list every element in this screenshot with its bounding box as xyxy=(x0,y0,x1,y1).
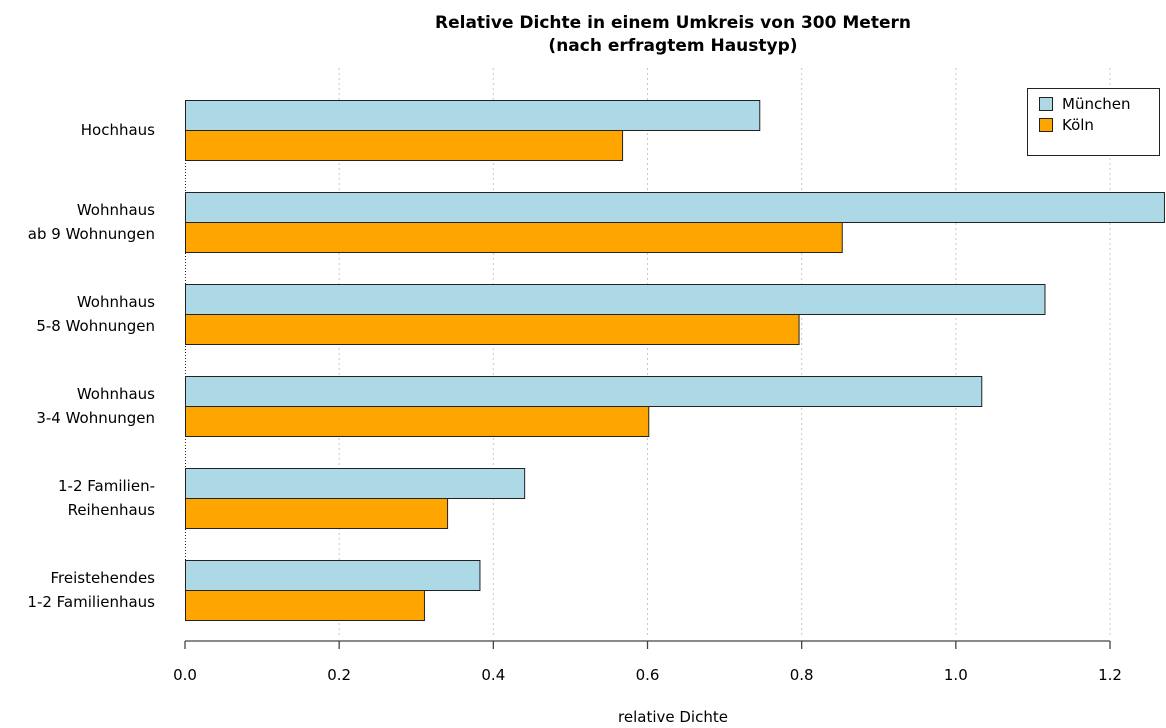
bar-muenchen xyxy=(185,560,481,591)
chart-title-line-1: Relative Dichte in einem Umkreis von 300… xyxy=(435,13,911,33)
x-tick-label: 0.8 xyxy=(790,666,814,684)
bar-koeln xyxy=(185,222,843,253)
x-tick-label: 1.0 xyxy=(944,666,968,684)
x-tick-label: 0.0 xyxy=(173,666,197,684)
legend-swatch xyxy=(1039,118,1053,132)
legend: München Köln xyxy=(1027,88,1160,156)
bars xyxy=(185,100,1165,621)
legend-label: Köln xyxy=(1062,116,1094,134)
category-label: Wohnhaus xyxy=(77,385,155,403)
x-tick-label: 1.2 xyxy=(1098,666,1122,684)
category-label: 1-2 Familien- xyxy=(58,477,155,495)
chart-title-line-2: (nach erfragtem Haustyp) xyxy=(548,36,797,56)
bar-muenchen xyxy=(185,468,526,499)
bar-koeln xyxy=(185,406,650,437)
category-label: Freistehendes xyxy=(50,569,155,587)
bar-koeln xyxy=(185,130,624,161)
category-label: Reihenhaus xyxy=(68,501,156,519)
x-axis-title: relative Dichte xyxy=(618,708,728,726)
bar-muenchen xyxy=(185,100,761,131)
category-label: ab 9 Wohnungen xyxy=(28,225,155,243)
x-tick-label: 0.6 xyxy=(636,666,660,684)
x-tick-label: 0.4 xyxy=(481,666,505,684)
chart-title: Relative Dichte in einem Umkreis von 300… xyxy=(435,13,911,56)
category-labels: Hochhaus Wohnhaus ab 9 Wohnungen Wohnhaus 5-… xyxy=(27,121,155,611)
bar-muenchen xyxy=(185,192,1165,223)
category-label: Wohnhaus xyxy=(77,201,155,219)
bar-koeln xyxy=(185,314,800,345)
bar-muenchen xyxy=(185,284,1046,315)
category-label: Hochhaus xyxy=(81,121,155,139)
bar-koeln xyxy=(185,590,425,621)
bar-koeln xyxy=(185,498,449,529)
category-label: 1-2 Familienhaus xyxy=(27,593,155,611)
legend-swatch xyxy=(1039,97,1053,111)
x-axis: 0.0 0.2 0.4 0.6 0.8 1.0 1.2 xyxy=(173,640,1122,684)
x-tick-label: 0.2 xyxy=(327,666,351,684)
category-label: 5-8 Wohnungen xyxy=(36,317,155,335)
legend-label: München xyxy=(1062,95,1130,113)
bar-muenchen xyxy=(185,376,983,407)
category-label: 3-4 Wohnungen xyxy=(36,409,155,427)
category-label: Wohnhaus xyxy=(77,293,155,311)
